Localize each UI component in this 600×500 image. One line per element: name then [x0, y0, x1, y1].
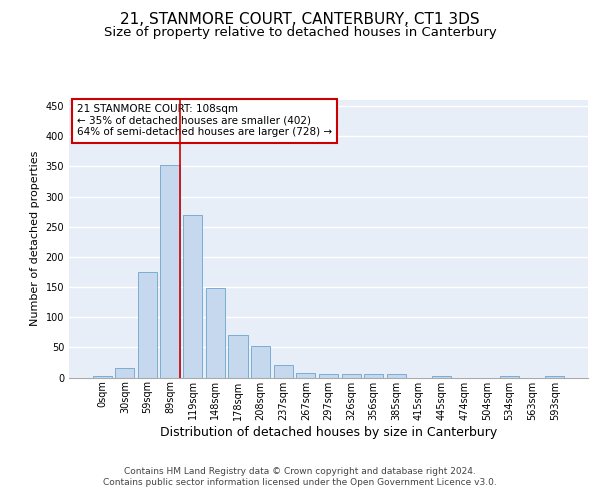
- Bar: [183, 214, 202, 378]
- Bar: [251, 346, 270, 378]
- Text: 21, STANMORE COURT, CANTERBURY, CT1 3DS: 21, STANMORE COURT, CANTERBURY, CT1 3DS: [120, 12, 480, 28]
- Bar: [115, 368, 134, 378]
- Y-axis label: Number of detached properties: Number of detached properties: [30, 151, 40, 326]
- Text: Contains HM Land Registry data © Crown copyright and database right 2024.
Contai: Contains HM Land Registry data © Crown c…: [103, 468, 497, 487]
- Bar: [319, 374, 338, 378]
- Bar: [296, 372, 316, 378]
- Bar: [387, 374, 406, 378]
- Bar: [341, 374, 361, 378]
- Bar: [500, 376, 519, 378]
- Text: Size of property relative to detached houses in Canterbury: Size of property relative to detached ho…: [104, 26, 496, 39]
- Bar: [364, 374, 383, 378]
- Text: Distribution of detached houses by size in Canterbury: Distribution of detached houses by size …: [160, 426, 497, 439]
- Bar: [432, 376, 451, 378]
- Bar: [138, 272, 157, 378]
- Bar: [160, 165, 180, 378]
- Bar: [274, 366, 293, 378]
- Bar: [545, 376, 565, 378]
- Bar: [92, 376, 112, 378]
- Bar: [229, 336, 248, 378]
- Text: 21 STANMORE COURT: 108sqm
← 35% of detached houses are smaller (402)
64% of semi: 21 STANMORE COURT: 108sqm ← 35% of detac…: [77, 104, 332, 138]
- Bar: [206, 288, 225, 378]
